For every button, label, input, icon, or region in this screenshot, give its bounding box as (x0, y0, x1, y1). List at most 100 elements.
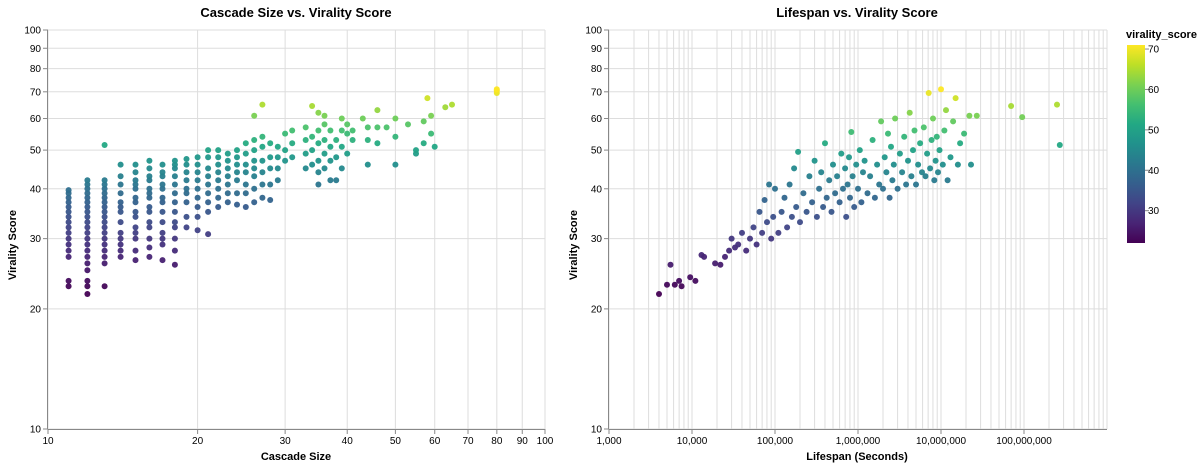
data-point (132, 185, 139, 192)
data-point (132, 194, 139, 201)
data-point (309, 103, 316, 109)
data-point (282, 130, 289, 137)
data-point (899, 169, 906, 176)
x-tick-label: 20 (192, 436, 204, 447)
y-tick-label: 10 (30, 425, 42, 436)
data-point (259, 101, 266, 108)
data-point (205, 181, 212, 188)
y-tick-label: 60 (591, 114, 603, 125)
data-point (302, 165, 309, 172)
data-point (338, 127, 345, 134)
data-point (215, 154, 222, 161)
data-point (908, 173, 915, 180)
data-point (917, 140, 924, 147)
data-point (146, 177, 153, 184)
data-point (449, 101, 455, 108)
data-point (132, 177, 139, 184)
data-point (171, 190, 178, 197)
data-point (251, 199, 258, 206)
data-point (302, 137, 309, 143)
data-point (171, 261, 178, 268)
y-tick-label: 90 (591, 44, 603, 55)
data-point (392, 161, 399, 168)
data-point (171, 219, 178, 226)
data-point (132, 229, 139, 236)
data-point (159, 181, 166, 188)
lifespan-chart: Lifespan vs. Virality Score 1,000 10,000 1… (568, 5, 1108, 463)
data-point (853, 161, 860, 168)
data-point (117, 181, 124, 188)
legend-gradient-bar (1127, 45, 1145, 243)
data-point (117, 219, 124, 226)
data-point (931, 177, 938, 184)
data-point (194, 154, 201, 161)
y-tick-label: 40 (30, 184, 42, 195)
data-point (234, 154, 240, 161)
data-point (242, 140, 249, 147)
data-point (146, 224, 153, 231)
data-point (861, 157, 868, 164)
data-point (224, 150, 231, 157)
data-point (194, 213, 201, 220)
x-tick-label: 30 (280, 436, 292, 447)
data-point (194, 204, 201, 210)
data-point (848, 129, 855, 135)
data-point (938, 86, 944, 93)
data-point (1054, 101, 1060, 108)
data-point (65, 253, 72, 260)
data-point (84, 219, 91, 226)
data-point (728, 235, 735, 242)
data-point (84, 177, 91, 184)
data-point (880, 185, 886, 192)
data-point (101, 213, 108, 220)
data-point (781, 194, 788, 201)
x-tick-label: 10,000,000 (916, 436, 966, 447)
y-axis-title: Virality Score (568, 210, 580, 280)
data-point (333, 177, 340, 184)
data-point (65, 241, 72, 248)
data-point (856, 147, 863, 154)
data-point (159, 229, 166, 236)
data-point (788, 213, 795, 220)
data-point (722, 253, 728, 260)
data-point (315, 127, 322, 134)
data-point (761, 197, 768, 203)
data-point (315, 169, 322, 176)
data-point (315, 140, 322, 147)
data-point (849, 173, 856, 180)
data-point (913, 181, 919, 188)
data-point (171, 247, 178, 254)
y-tick-label: 20 (30, 304, 42, 315)
data-point (224, 199, 231, 206)
data-point (101, 283, 108, 290)
data-point (132, 247, 139, 254)
data-point (344, 121, 351, 128)
data-point (321, 121, 328, 128)
x-tick-label: 100,000,000 (996, 436, 1052, 447)
data-point (922, 173, 929, 180)
data-point (364, 161, 371, 168)
data-point (901, 133, 908, 140)
data-point (874, 161, 881, 168)
data-point (146, 173, 153, 180)
data-point (838, 150, 845, 157)
data-point (251, 157, 258, 164)
data-point (146, 219, 153, 226)
data-point (234, 169, 240, 176)
data-point (159, 194, 166, 201)
data-point (374, 124, 381, 131)
data-point (146, 165, 153, 172)
data-point (920, 124, 927, 131)
data-point (687, 274, 694, 281)
data-point (809, 199, 816, 206)
data-point (428, 130, 435, 137)
chart-title: Lifespan vs. Virality Score (776, 5, 938, 20)
data-point (224, 190, 231, 197)
data-point (289, 154, 296, 161)
data-point (84, 277, 91, 284)
data-point (952, 95, 959, 102)
data-point (159, 241, 166, 248)
data-point (65, 235, 72, 242)
data-point (327, 143, 334, 150)
data-point (234, 161, 240, 168)
